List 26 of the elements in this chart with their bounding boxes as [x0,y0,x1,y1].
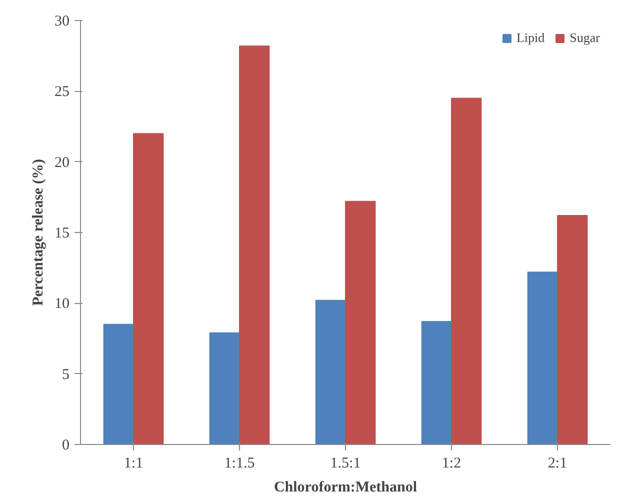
bar [133,133,164,444]
x-tick-label: 2:1 [548,456,568,472]
x-tick-label: 1:1.5 [224,456,255,472]
legend-label: Lipid [516,30,545,46]
y-tick-label: 10 [54,296,70,312]
bar [209,332,240,444]
bar [527,272,558,444]
bar [103,324,134,444]
y-tick-label: 15 [54,226,70,242]
x-tick-label: 1.5:1 [330,456,361,472]
y-axis-title: Percentage release (%) [30,159,46,306]
bar [421,321,452,444]
y-tick-label: 20 [54,154,70,171]
bar [451,98,482,444]
x-tick-label: 1:2 [442,456,462,472]
y-tick-label: 30 [54,14,70,30]
x-axis-title: Chloroform:Methanol [274,480,418,496]
bar [345,200,376,444]
y-tick-label: 0 [62,438,70,454]
y-tick-label: 25 [54,84,70,100]
bar [239,45,270,444]
y-tick-label: 5 [62,366,70,383]
bar [557,215,588,444]
x-tick-label: 1:1 [124,456,144,472]
bar [315,300,346,444]
legend-label: Sugar [570,30,600,46]
